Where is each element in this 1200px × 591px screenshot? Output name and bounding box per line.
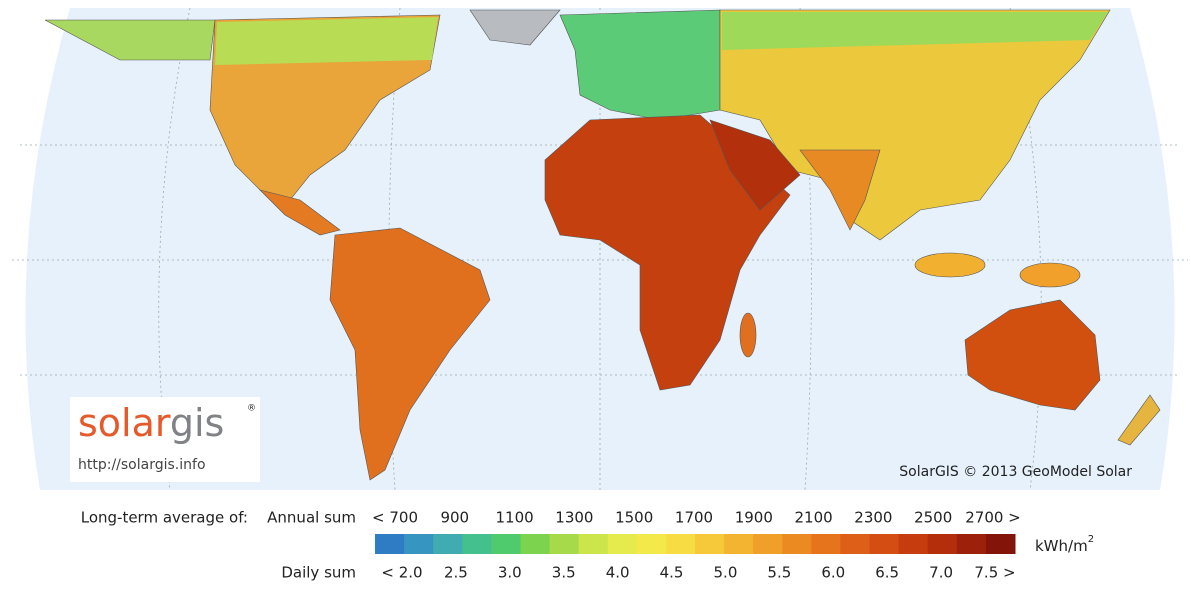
alaska [44, 19, 216, 61]
daily-tick: 3.5 [552, 564, 576, 582]
color-cell [549, 534, 580, 554]
annual-tick: < 700 [372, 509, 418, 527]
annual-tick: 1900 [735, 509, 773, 527]
color-cell [462, 534, 492, 554]
color-cell [782, 534, 812, 554]
color-cell [636, 534, 667, 554]
madagascar [739, 312, 757, 358]
daily-tick: 6.5 [875, 564, 899, 582]
south-america [329, 227, 491, 481]
daily-tick: 7.0 [929, 564, 953, 582]
color-cell [578, 534, 609, 554]
daily-tick: 2.5 [444, 564, 468, 582]
annual-tick: 1100 [496, 509, 534, 527]
siberia [722, 12, 1108, 50]
annual-label: Annual sum [267, 509, 356, 527]
logo-url: http://solargis.info [78, 457, 206, 473]
color-cell [375, 534, 405, 554]
annual-tick: 2500 [914, 509, 952, 527]
annual-tick: 1500 [615, 509, 653, 527]
annual-tick: 2100 [795, 509, 833, 527]
color-cell [404, 534, 434, 554]
color-cell [520, 534, 551, 554]
color-cell [898, 534, 929, 554]
daily-tick: 7.5 > [974, 564, 1015, 582]
color-cell [724, 534, 754, 554]
unit-exponent: 2 [1088, 534, 1094, 545]
color-cell [491, 534, 521, 554]
color-cell [869, 534, 900, 554]
annual-tick: 2700 > [965, 509, 1021, 527]
asia [719, 9, 1111, 241]
daily-tick: 5.5 [767, 564, 791, 582]
color-cell [956, 534, 987, 554]
annual-tick: 900 [440, 509, 469, 527]
color-cell [840, 534, 871, 554]
color-cell [433, 534, 463, 554]
daily-tick: < 2.0 [381, 564, 422, 582]
logo-brand: solargis [78, 401, 224, 445]
credit: SolarGIS © 2013 GeoModel Solar [899, 464, 1132, 480]
daily-tick: 6.0 [821, 564, 845, 582]
annual-tick: 1700 [675, 509, 713, 527]
color-cell [985, 534, 1016, 554]
map [12, 7, 1188, 491]
daily-label: Daily sum [281, 564, 356, 582]
unit-base: kWh/m [1035, 537, 1088, 555]
color-cell [695, 534, 725, 554]
logo-solar: solar [78, 401, 171, 445]
daily-tick: 4.0 [606, 564, 630, 582]
new-guinea [1019, 262, 1081, 288]
legend-caption: Long-term average of: [81, 509, 248, 527]
color-cell [927, 534, 958, 554]
color-cell [811, 534, 841, 554]
logo-gis: gis [170, 401, 224, 445]
daily-tick: 3.0 [498, 564, 522, 582]
new-zealand [1117, 394, 1161, 446]
central-america [259, 189, 341, 236]
arabia [709, 119, 801, 211]
color-cell [607, 534, 638, 554]
logo: solargis ® http://solargis.info [70, 397, 260, 482]
annual-tick: 2300 [854, 509, 892, 527]
unit: kWh/m2 [1035, 534, 1094, 555]
indonesia [914, 252, 986, 278]
daily-tick: 5.0 [714, 564, 738, 582]
logo-box [70, 397, 260, 482]
canada [215, 17, 438, 65]
legend: Long-term average of: Annual sum Daily s… [81, 509, 1094, 582]
india [799, 149, 881, 231]
annual-tick: 1300 [555, 509, 593, 527]
color-cell [753, 534, 783, 554]
greenland [469, 9, 561, 46]
logo-mark: ® [247, 404, 256, 414]
color-cell [665, 534, 696, 554]
daily-tick: 4.5 [660, 564, 684, 582]
australia [964, 299, 1101, 411]
